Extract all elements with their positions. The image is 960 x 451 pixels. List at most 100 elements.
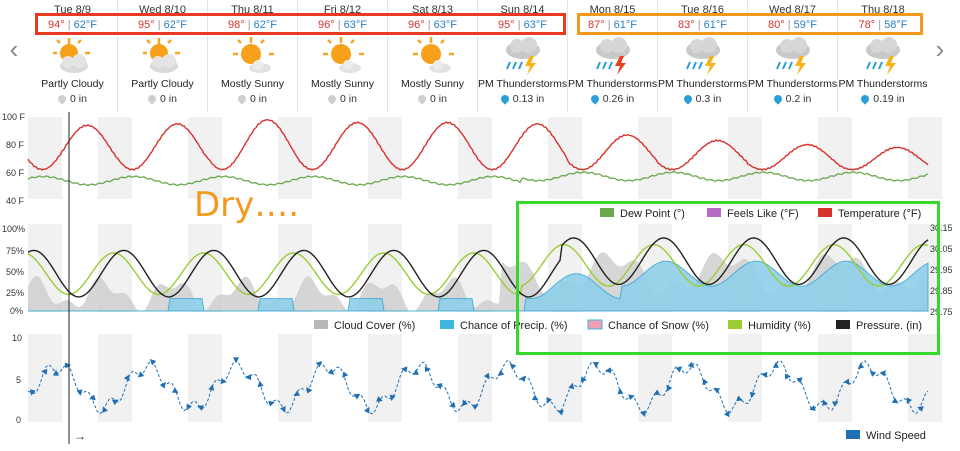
day-card[interactable]: Thu 8/11 98° | 62°F Mostly Sunny 0 in (208, 0, 298, 112)
precip-amount: 0 in (28, 93, 117, 105)
wind-arrow-icon (389, 394, 396, 402)
wind-arrow-icon (280, 406, 286, 413)
night-band (908, 334, 942, 422)
day-card[interactable]: Tue 8/9 94° | 62°F Partly Cloudy 0 in (28, 0, 118, 112)
night-band (278, 117, 312, 199)
humidity-line (27, 243, 929, 296)
mostly-sunny-icon (323, 37, 364, 73)
night-band (188, 334, 222, 422)
wind-arrow-icon (879, 369, 886, 377)
wind-arrow-icon (483, 372, 490, 380)
condition-label: Mostly Sunny (400, 78, 465, 90)
wind-arrow-icon (796, 377, 803, 384)
wind-arrow-icon (713, 387, 721, 394)
day-temps: 80° | 59°F (748, 19, 837, 31)
wind-arrow-icon (723, 410, 730, 418)
precip-chance-area (28, 260, 929, 312)
precip-value: 0 in (160, 93, 177, 105)
day-card[interactable]: Mon 8/15 87° | 61°F PM Thunderstorms 0.2… (568, 0, 658, 112)
wind-arrow-icon (653, 389, 661, 395)
cursor-arrow-icon: → (74, 429, 86, 443)
wind-arrow-icon (29, 389, 36, 396)
wind-arrow-icon (917, 406, 924, 412)
day-temps: 87° | 61°F (568, 19, 657, 31)
night-band (98, 117, 132, 199)
wind-arrow-icon (220, 378, 227, 385)
annotation-box-storm-charts (516, 201, 940, 355)
high-temp: 95° (498, 19, 515, 31)
wind-chart[interactable]: 10 5 0 Wind Speed (12, 333, 929, 442)
wind-arrow-icon (509, 363, 517, 370)
wind-arrow-icon (424, 366, 431, 373)
temp-ytick: 100 F (2, 112, 26, 122)
wind-ytick: 10 (12, 333, 22, 343)
condition-label: PM Thunderstorms (748, 78, 838, 90)
mostly-sunny-icon (413, 37, 454, 73)
precip-value: 0.3 in (695, 93, 722, 105)
wind-arrow-icon (102, 406, 108, 413)
day-temps: 83° | 61°F (658, 19, 747, 31)
temp-separator: | (787, 19, 791, 31)
high-temp: 95° (138, 19, 155, 31)
day-temps: 98° | 62°F (208, 19, 297, 31)
day-card[interactable]: Tue 8/16 83° | 61°F PM Thunderstorms 0.3… (658, 0, 748, 112)
wind-arrow-icon (315, 361, 323, 368)
legend-label: Temperature (°F) (838, 208, 921, 220)
wind-arrow-icon (843, 378, 850, 386)
legend-swatch (707, 208, 721, 217)
legend-swatch (818, 208, 832, 217)
precip-amount: 0.13 in (478, 93, 567, 105)
low-temp: 63°F (433, 19, 457, 31)
precip-value: 0.2 in (785, 93, 812, 105)
night-band (818, 117, 852, 199)
high-temp: 83° (678, 19, 695, 31)
low-temp: 58°F (884, 19, 908, 31)
wind-arrow-icon (137, 371, 145, 378)
annotation-dry: Dry…. (194, 185, 300, 225)
dew-point-line (27, 170, 929, 187)
wind-arrow-icon (412, 368, 419, 375)
night-band (548, 117, 582, 199)
wind-arrow-icon (749, 391, 756, 399)
thunderstorm-icon (506, 37, 540, 75)
wind-arrow-icon (52, 369, 59, 376)
wind-arrow-icon (149, 358, 157, 366)
wind-arrow-icon (268, 400, 275, 407)
legend-label: Chance of Snow (%) (608, 320, 709, 332)
precip-amount: 0.19 in (838, 93, 928, 105)
precip-amount: 0 in (298, 93, 387, 105)
legend-swatch (314, 320, 328, 329)
annotation-box-dry (35, 13, 566, 35)
temp-separator: | (157, 19, 161, 31)
day-card[interactable]: Fri 8/12 96° | 63°F Mostly Sunny 0 in (298, 0, 388, 112)
low-temp: 62°F (163, 19, 187, 31)
wind-arrow-icon (628, 394, 635, 401)
wind-arrow-icon (557, 409, 564, 416)
precip-value: 0 in (250, 93, 267, 105)
conditions-chart[interactable]: 100% 75% 50% 25% 0% 30.15 30.05 29.95 29… (2, 223, 953, 317)
wind-direction-arrows (29, 357, 924, 418)
wind-arrow-icon (306, 386, 313, 394)
pressure-line (27, 237, 929, 298)
condition-label: PM Thunderstorms (568, 78, 658, 90)
day-temps: 95° | 63°F (478, 19, 567, 31)
wind-arrow-icon (869, 370, 877, 377)
wind-arrow-icon (736, 395, 743, 402)
precip-amount: 0 in (118, 93, 207, 105)
wind-arrow-icon (497, 370, 505, 377)
legend-label: Cloud Cover (%) (334, 320, 415, 332)
temperature-chart[interactable]: 100 F 80 F 60 F 40 F (2, 112, 929, 206)
thunderstorm-icon (596, 37, 630, 75)
night-band (548, 334, 582, 422)
high-temp: 96° (318, 19, 335, 31)
prev-arrow[interactable]: ‹ (9, 34, 19, 64)
day-card[interactable]: Wed 8/17 80° | 59°F PM Thunderstorms 0.2… (748, 0, 838, 112)
wind-arrow-icon (257, 380, 264, 388)
next-arrow[interactable]: › (935, 34, 945, 64)
wind-arrow-icon (640, 410, 646, 417)
wind-arrow-icon (401, 366, 408, 373)
wind-arrow-icon (245, 374, 252, 381)
wind-arrow-icon (197, 405, 204, 411)
wind-arrow-icon (891, 397, 899, 404)
wind-arrow-icon (784, 373, 791, 380)
